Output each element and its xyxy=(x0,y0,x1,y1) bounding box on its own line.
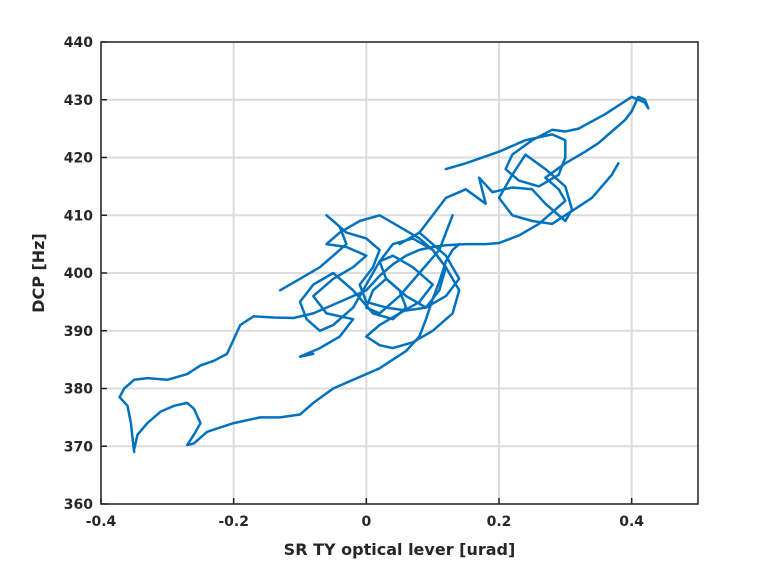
series-line-lower-loop xyxy=(132,242,461,451)
y-tick-label: 400 xyxy=(64,266,93,282)
y-axis-label: DCP [Hz] xyxy=(29,233,48,313)
series-line-center-a xyxy=(298,214,461,358)
series-line-trajectory xyxy=(118,95,650,454)
x-tick-label: 0.2 xyxy=(487,514,512,530)
x-tick-label: -0.2 xyxy=(218,514,249,530)
series-lines xyxy=(118,95,650,454)
y-tick-label: 360 xyxy=(64,497,93,513)
series-line-center-b xyxy=(278,214,454,333)
x-axis-label: SR TY optical lever [urad] xyxy=(284,540,516,559)
y-tick-label: 370 xyxy=(64,439,93,455)
y-tick-label: 380 xyxy=(64,382,93,398)
y-tick-label: 390 xyxy=(64,324,93,340)
y-tick-label: 430 xyxy=(64,93,93,109)
y-tick-label: 410 xyxy=(64,208,93,224)
x-tick-label: 0.4 xyxy=(619,514,644,530)
ticks: -0.4 -0.2 0 0.2 0.4 360 370 380 390 400 410 420 430 4… xyxy=(64,35,645,530)
x-tick-label: 0 xyxy=(361,514,371,530)
series-line-upper-branch xyxy=(398,153,620,246)
y-tick-label: 420 xyxy=(64,151,93,167)
x-tick-label: -0.4 xyxy=(86,514,117,530)
y-tick-label: 440 xyxy=(64,35,93,51)
